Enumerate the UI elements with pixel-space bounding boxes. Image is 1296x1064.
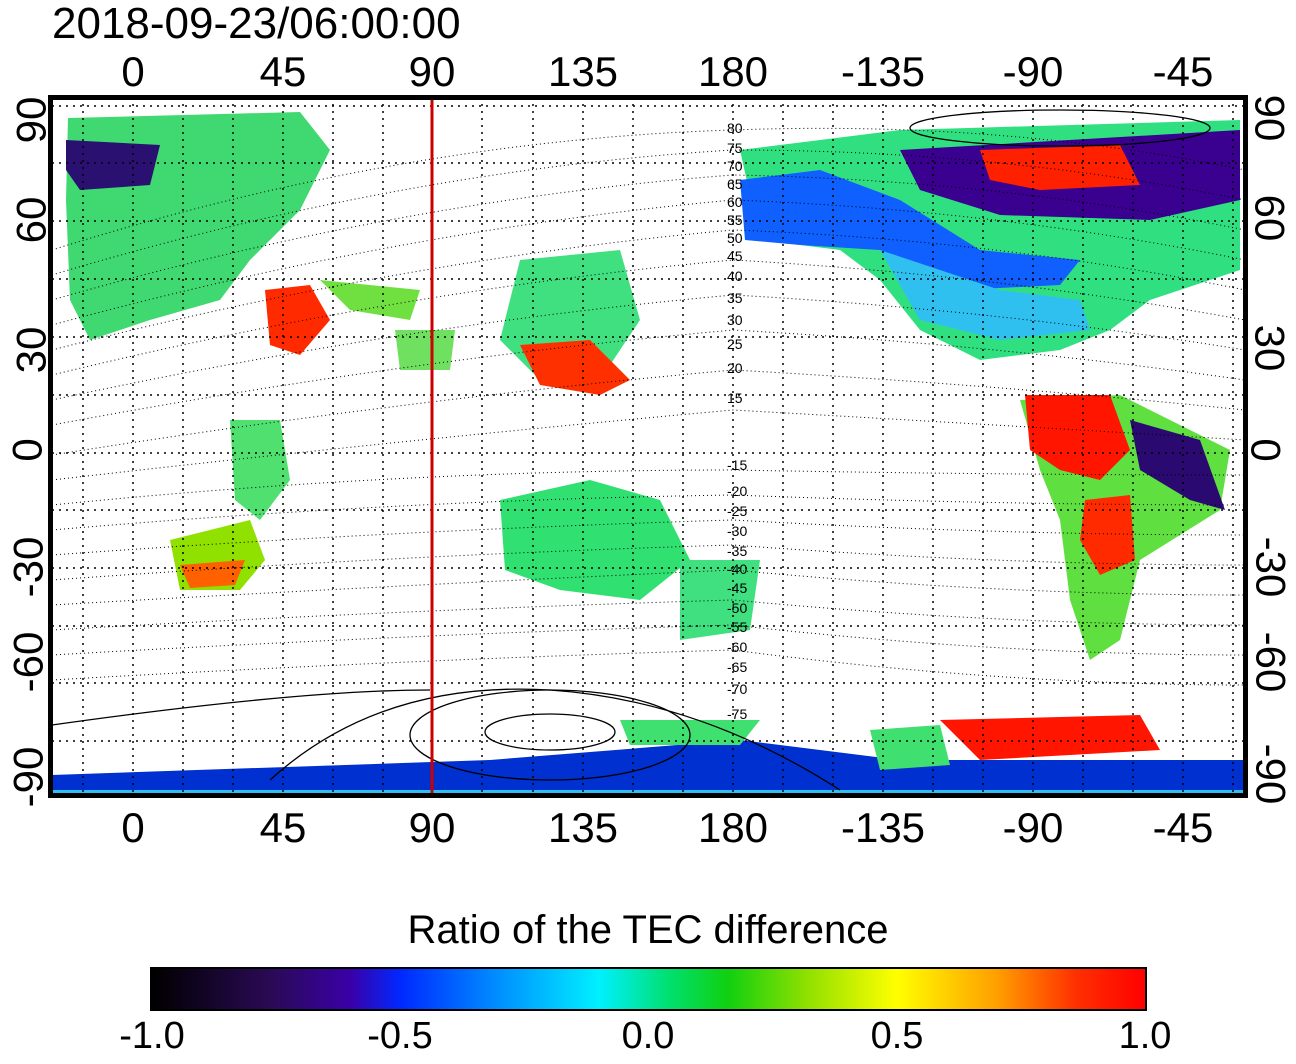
- region-greenland-red: [980, 145, 1140, 190]
- region-sa-red: [1025, 395, 1130, 480]
- mag-label-m25: -25: [727, 503, 747, 519]
- mag-label-80: 80: [727, 120, 743, 136]
- mag-label-m35: -35: [727, 543, 747, 559]
- region-australia: [500, 480, 690, 600]
- mag-label-m40: -40: [727, 561, 747, 577]
- top-lon-tick-m45: -45: [1152, 48, 1214, 95]
- mag-labels-north: 80 75 70 65 60 55 50 45 40 35 30 25 20 1…: [727, 120, 743, 406]
- mag-label-35: 35: [727, 290, 743, 306]
- mag-label-m55: -55: [727, 619, 747, 635]
- mag-label-70: 70: [727, 158, 743, 174]
- region-africa-east: [230, 420, 290, 520]
- map-title: 2018-09-23/06:00:00: [52, 0, 461, 48]
- magnetic-pole-contours: [51, 109, 1211, 791]
- top-lon-tick-m135: -135: [840, 48, 926, 95]
- region-sa-red-2: [1080, 495, 1135, 575]
- colorbar-tick-1: 1.0: [1118, 1015, 1172, 1057]
- colorbar-tick-m1: -1.0: [119, 1015, 185, 1057]
- bottom-lon-tick-0: 0: [121, 804, 145, 851]
- region-africa-south-red: [180, 560, 245, 588]
- map-frame-top-bar: [52, 95, 1245, 100]
- map-frame-right-bar: [1243, 95, 1248, 798]
- top-lon-tick-180: 180: [697, 48, 769, 95]
- mag-label-m65: -65: [727, 659, 747, 675]
- tec-data-layer: [52, 112, 1245, 797]
- mag-label-20: 20: [727, 360, 743, 376]
- mag-labels-south: -15 -20 -25 -30 -35 -40 -45 -50 -55 -60 …: [727, 457, 747, 722]
- colorbar-tick-05: 0.5: [870, 1015, 924, 1057]
- colorbar-tick-m05: -0.5: [367, 1015, 433, 1057]
- mag-label-m20: -20: [727, 483, 747, 499]
- bottom-lon-tick-m90: -90: [1002, 804, 1064, 851]
- top-lon-tick-0: 0: [121, 48, 145, 95]
- top-lon-tick-45: 45: [259, 48, 307, 95]
- mag-label-m75: -75: [727, 706, 747, 722]
- mag-label-55: 55: [727, 212, 743, 228]
- mag-label-m60: -60: [727, 639, 747, 655]
- bottom-lon-tick-45: 45: [259, 804, 307, 851]
- region-middle-east-red: [265, 285, 330, 355]
- region-na-blue-band: [740, 170, 1080, 290]
- mag-label-45: 45: [727, 248, 743, 264]
- top-lon-tick-m90: -90: [1002, 48, 1064, 95]
- mag-label-30: 30: [727, 312, 743, 328]
- region-arctic-dark: [66, 140, 160, 190]
- mag-label-m70: -70: [727, 681, 747, 697]
- region-antarctic-green-2: [870, 725, 950, 770]
- region-antarctic-red: [940, 715, 1160, 760]
- lat-lon-grid: [52, 97, 1245, 797]
- mag-label-m50: -50: [727, 600, 747, 616]
- mag-label-15: 15: [727, 390, 743, 406]
- magnetic-contours: [51, 127, 1246, 686]
- region-antarctic-blue: [52, 740, 1245, 790]
- bottom-lon-tick-m45: -45: [1152, 804, 1214, 851]
- top-lon-tick-90: 90: [408, 48, 456, 95]
- mag-label-65: 65: [727, 176, 743, 192]
- bottom-lon-tick-90: 90: [408, 804, 456, 851]
- region-asia: [320, 280, 420, 320]
- region-india: [395, 330, 455, 370]
- mag-label-m15: -15: [727, 457, 747, 473]
- mag-label-75: 75: [727, 140, 743, 156]
- mag-label-m30: -30: [727, 523, 747, 539]
- map-frame-left-bar: [48, 95, 53, 798]
- mag-label-25: 25: [727, 336, 743, 352]
- top-lon-tick-135: 135: [547, 48, 619, 95]
- mag-label-40: 40: [727, 268, 743, 284]
- region-sa-dark: [1130, 420, 1225, 510]
- mag-label-50: 50: [727, 230, 743, 246]
- mag-label-m45: -45: [727, 580, 747, 596]
- bottom-lon-tick-180: 180: [697, 804, 769, 851]
- bottom-lon-tick-135: 135: [547, 804, 619, 851]
- map-frame-bottom-bar: [52, 793, 1245, 798]
- bottom-lon-tick-m135: -135: [840, 804, 926, 851]
- mag-label-60: 60: [727, 194, 743, 210]
- colorbar-tick-0: 0.0: [621, 1015, 675, 1057]
- colorbar: [150, 967, 1147, 1011]
- colorbar-title: Ratio of the TEC difference: [407, 908, 889, 952]
- region-east-asia-red: [520, 340, 630, 395]
